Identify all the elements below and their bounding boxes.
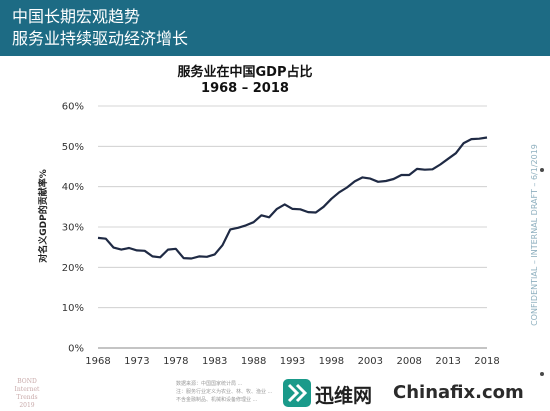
x-tick-label: 2013	[435, 356, 460, 367]
bond-badge: BOND Internet Trends 2019	[14, 378, 40, 409]
footer: BOND Internet Trends 2019 数据来源：中国国家统计局 .…	[0, 376, 550, 411]
y-tick-label: 60%	[62, 102, 84, 113]
y-tick-labels: 0% 10% 20% 30% 40% 50% 60%	[62, 102, 84, 355]
y-tick-label: 40%	[62, 182, 84, 193]
gridlines	[98, 105, 487, 349]
x-tick-label: 2008	[396, 356, 421, 367]
x-tick-label: 1998	[319, 356, 344, 367]
confidential-side-note: CONFIDENTIAL – INTERNAL DRAFT – 6/1/2019	[530, 144, 539, 326]
watermark-cn-text: 迅维网	[315, 385, 373, 407]
y-tick-label: 20%	[62, 263, 84, 274]
x-tick-label: 2018	[474, 356, 499, 367]
series-lines	[97, 136, 488, 260]
x-tick-labels: 1968 1973 1978 1983 1988 1993 1998 2003 2008 2013…	[85, 356, 499, 367]
series-line-0	[97, 136, 488, 260]
header-title-line2: 服务业持续驱动经济增长	[12, 29, 189, 48]
chart-title: 服务业在中国GDP占比	[178, 64, 313, 80]
header-banner: 中国长期宏观趋势 服务业持续驱动经济增长	[0, 0, 550, 56]
x-tick-label: 1993	[280, 356, 305, 367]
x-tick-label: 1968	[85, 356, 110, 367]
y-tick-label: 30%	[62, 223, 84, 234]
services-share-line-chart: 服务业在中国GDP占比 1968 – 2018 对名义GDP的贡献率% 0% 10…	[37, 64, 500, 367]
y-axis-label: 对名义GDP的贡献率%	[37, 169, 49, 262]
source-footnote: 数据来源：中国国家统计局 ... 注：服务行业定义为农业、林、牧、渔业 ... …	[176, 381, 273, 403]
y-tick-label: 50%	[62, 142, 84, 153]
watermark-en-text: Chinafix.com	[393, 382, 524, 403]
x-tick-label: 1973	[124, 356, 149, 367]
y-tick-label: 0%	[68, 344, 84, 355]
watermark-logo-icon	[283, 379, 311, 407]
x-tick-label: 1983	[202, 356, 227, 367]
chart-subtitle: 1968 – 2018	[201, 81, 289, 96]
x-tick-label: 1978	[163, 356, 188, 367]
side-dot-upper	[540, 168, 544, 172]
side-dot-lower	[540, 372, 544, 376]
x-tick-label: 2003	[358, 356, 383, 367]
x-tick-label: 1988	[241, 356, 266, 367]
header-title-line1: 中国长期宏观趋势	[12, 7, 141, 26]
watermark: 迅维网 Chinafix.com	[279, 376, 545, 410]
y-tick-label: 10%	[62, 303, 84, 314]
